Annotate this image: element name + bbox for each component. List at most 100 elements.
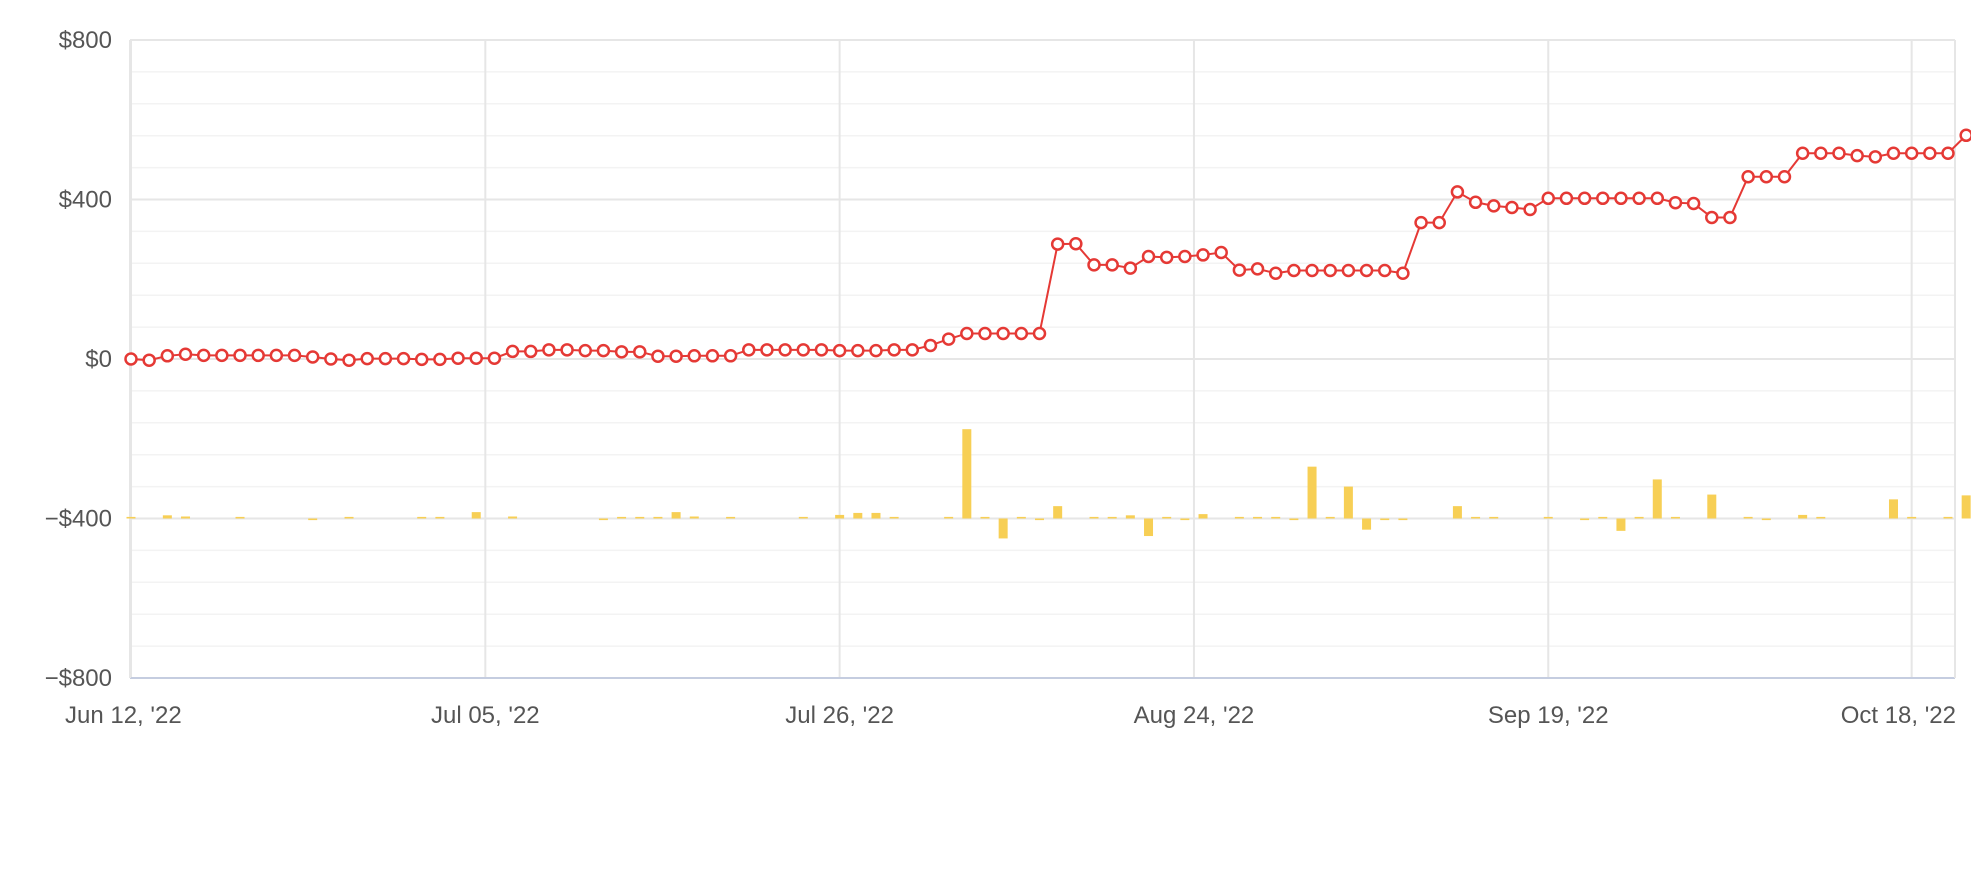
data-point[interactable]	[832, 343, 847, 358]
data-point[interactable]	[705, 349, 720, 363]
data-point[interactable]	[1141, 249, 1156, 264]
data-point[interactable]	[814, 343, 829, 357]
data-point[interactable]	[742, 343, 756, 357]
data-point[interactable]	[1705, 210, 1719, 225]
data-point[interactable]	[233, 348, 247, 363]
data-point[interactable]	[1450, 185, 1465, 199]
data-point[interactable]	[923, 338, 938, 353]
data-point[interactable]	[1832, 146, 1846, 160]
data-point[interactable]	[142, 353, 156, 367]
data-point[interactable]	[1523, 202, 1537, 217]
data-point[interactable]	[305, 350, 320, 364]
data-point[interactable]	[1505, 200, 1519, 215]
data-point[interactable]	[1668, 195, 1683, 210]
data-point[interactable]	[1159, 250, 1174, 265]
data-point[interactable]	[1596, 191, 1610, 206]
data-point[interactable]	[941, 332, 956, 346]
data-point[interactable]	[1377, 263, 1392, 278]
data-point[interactable]	[1250, 262, 1265, 276]
data-point[interactable]	[1487, 199, 1501, 213]
data-point[interactable]	[1741, 170, 1755, 184]
data-point[interactable]	[1359, 263, 1374, 278]
data-point[interactable]	[342, 353, 356, 367]
data-point[interactable]	[1559, 191, 1574, 206]
data-point[interactable]	[451, 351, 465, 365]
data-point[interactable]	[1614, 191, 1628, 206]
data-point[interactable]	[687, 349, 702, 363]
data-point[interactable]	[1959, 128, 1971, 143]
data-point[interactable]	[1105, 258, 1119, 272]
data-point[interactable]	[1904, 146, 1919, 160]
data-point[interactable]	[1050, 237, 1065, 251]
data-point[interactable]	[1650, 191, 1665, 206]
data-point[interactable]	[523, 344, 538, 359]
data-point[interactable]	[505, 344, 520, 359]
data-point[interactable]	[1287, 263, 1301, 278]
data-point[interactable]	[614, 345, 629, 359]
data-point[interactable]	[1886, 146, 1901, 160]
data-point[interactable]	[1014, 326, 1029, 341]
data-point[interactable]	[960, 326, 974, 341]
data-point[interactable]	[1686, 196, 1701, 211]
data-point[interactable]	[1777, 170, 1792, 184]
data-point[interactable]	[251, 348, 265, 363]
data-point[interactable]	[124, 352, 138, 366]
data-point[interactable]	[651, 349, 665, 363]
data-point[interactable]	[1214, 245, 1228, 260]
data-point[interactable]	[1123, 261, 1138, 275]
data-point[interactable]	[1414, 215, 1428, 230]
data-point[interactable]	[1723, 210, 1737, 225]
data-point[interactable]	[487, 351, 502, 365]
data-point[interactable]	[269, 348, 284, 363]
data-point[interactable]	[778, 343, 792, 357]
data-point[interactable]	[1232, 263, 1247, 277]
data-point[interactable]	[1941, 146, 1955, 160]
data-point[interactable]	[578, 343, 592, 358]
data-point[interactable]	[633, 345, 647, 359]
data-point[interactable]	[560, 343, 574, 357]
data-point[interactable]	[1432, 215, 1446, 230]
data-point[interactable]	[887, 343, 901, 357]
data-point[interactable]	[1196, 248, 1210, 262]
data-point[interactable]	[1759, 170, 1774, 184]
data-point[interactable]	[905, 343, 920, 357]
data-point[interactable]	[1850, 148, 1864, 163]
data-point[interactable]	[1814, 146, 1828, 160]
data-point[interactable]	[378, 351, 393, 366]
data-point[interactable]	[1923, 146, 1937, 160]
data-point[interactable]	[1178, 249, 1192, 264]
data-point[interactable]	[1087, 258, 1101, 272]
data-point[interactable]	[414, 352, 429, 367]
data-point[interactable]	[324, 352, 338, 366]
data-point[interactable]	[215, 348, 229, 363]
data-point[interactable]	[1305, 263, 1319, 278]
data-point[interactable]	[851, 343, 865, 358]
data-point[interactable]	[1396, 266, 1410, 281]
data-point[interactable]	[869, 343, 883, 358]
data-point[interactable]	[1795, 146, 1810, 160]
data-point[interactable]	[178, 347, 193, 361]
data-point[interactable]	[1268, 266, 1283, 281]
data-point[interactable]	[469, 351, 483, 365]
data-point[interactable]	[1032, 326, 1047, 341]
data-point[interactable]	[1632, 191, 1646, 206]
data-point[interactable]	[1341, 263, 1356, 278]
data-point[interactable]	[796, 343, 811, 357]
data-point[interactable]	[596, 343, 611, 358]
data-point[interactable]	[1868, 150, 1883, 164]
data-point[interactable]	[1323, 263, 1337, 278]
data-point[interactable]	[978, 326, 992, 341]
data-point[interactable]	[669, 349, 683, 363]
data-point[interactable]	[1541, 191, 1556, 206]
data-point[interactable]	[160, 349, 175, 363]
data-point[interactable]	[542, 343, 556, 357]
data-point[interactable]	[196, 348, 211, 363]
data-point[interactable]	[287, 348, 302, 363]
data-point[interactable]	[1069, 237, 1083, 251]
data-point[interactable]	[1468, 195, 1483, 210]
data-point[interactable]	[723, 349, 738, 363]
data-point[interactable]	[360, 351, 374, 366]
data-point[interactable]	[433, 352, 447, 367]
data-point[interactable]	[396, 351, 411, 366]
data-point[interactable]	[760, 343, 774, 357]
